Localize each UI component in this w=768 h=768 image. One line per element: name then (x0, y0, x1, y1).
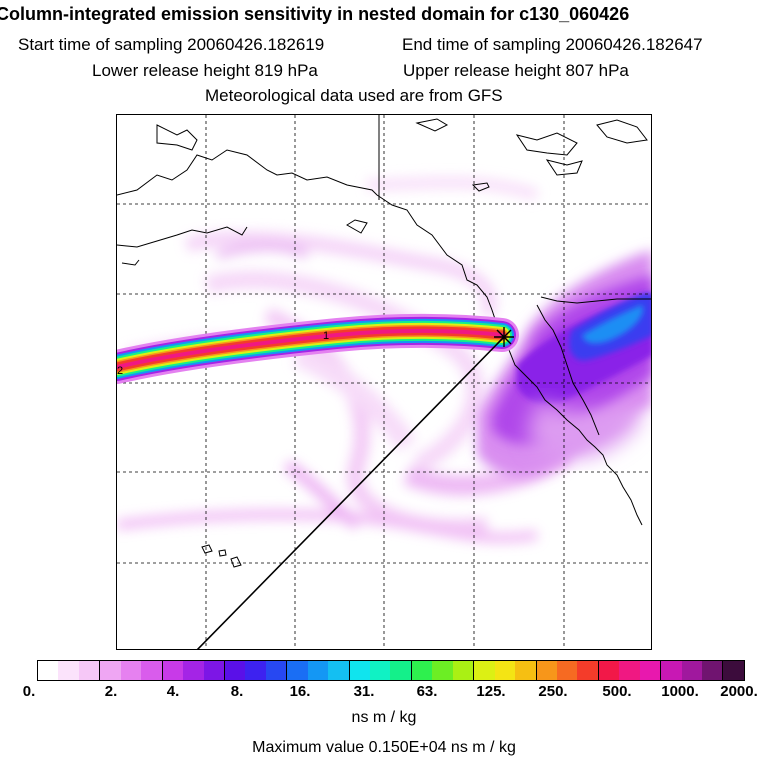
colorbar-tick-label: 63. (416, 683, 438, 700)
sensitivity-field-coastal (477, 250, 651, 478)
colorbar-units: ns m / kg (351, 709, 417, 726)
graticule (117, 115, 651, 649)
colorbar-segment (515, 661, 536, 680)
colorbar-tick-label: 0. (22, 683, 36, 700)
colorbar-segment (597, 661, 620, 680)
start-time-label: Start time of sampling 20060426.182619 (18, 35, 325, 54)
colorbar-segment (328, 661, 349, 680)
colorbar-segment (161, 661, 184, 680)
colorbar-segment (432, 661, 453, 680)
colorbar-segment (494, 661, 516, 680)
colorbar-segment (203, 661, 224, 680)
colorbar-tick-label: 2. (104, 683, 118, 700)
colorbar-segment (348, 661, 370, 680)
colorbar-segment (577, 661, 598, 680)
colorbar-tick-label: 8. (230, 683, 244, 700)
map-panel: 1 2 (116, 114, 652, 650)
colorbar-segment (38, 661, 59, 680)
maximum-value-label: Maximum value 0.150E+04 ns m / kg (252, 739, 516, 756)
colorbar-tick-label: 250. (538, 683, 568, 700)
colorbar-segment (286, 661, 308, 680)
colorbar-segment (390, 661, 411, 680)
colorbar-segment (410, 661, 433, 680)
colorbar-segment (99, 661, 121, 680)
colorbar-segment (535, 661, 557, 680)
colorbar-tick-label: 1000. (661, 683, 699, 700)
colorbar-segment (78, 661, 100, 680)
colorbar-segment (245, 661, 266, 680)
colorbar-segment (370, 661, 391, 680)
back-trajectory-plume (117, 313, 519, 384)
colorbar-tick-label: 125. (476, 683, 506, 700)
colorbar-segment (223, 661, 246, 680)
colorbar-segment (120, 661, 142, 680)
colorbar-segment (265, 661, 287, 680)
colorbar-segment (681, 661, 702, 680)
colorbar-segment (702, 661, 723, 680)
colorbar-segment (307, 661, 329, 680)
colorbar-tick-label: 16. (289, 683, 311, 700)
colorbar-tick-label: 2000. (720, 683, 758, 700)
map-canvas: 1 2 (117, 115, 651, 649)
colorbar-tick-label: 500. (602, 683, 632, 700)
plume-label-2: 2 (117, 365, 123, 377)
colorbar-segment (556, 661, 578, 680)
end-time-label: End time of sampling 20060426.182647 (402, 35, 703, 54)
upper-release-height-label: Upper release height 807 hPa (403, 61, 629, 80)
colorbar-segment (660, 661, 682, 680)
colorbar-segment (141, 661, 162, 680)
plot-title: Column-integrated emission sensitivity i… (0, 4, 630, 24)
colorbar-segment (619, 661, 640, 680)
colorbar (37, 660, 745, 681)
release-point-star (494, 327, 514, 347)
lower-release-height-label: Lower release height 819 hPa (92, 61, 318, 80)
met-data-label: Meteorological data used are from GFS (205, 86, 503, 105)
colorbar-segment (452, 661, 474, 680)
colorbar-segment (183, 661, 204, 680)
plume-label-1: 1 (323, 330, 329, 342)
colorbar-segment (473, 661, 495, 680)
colorbar-tick-label: 31. (353, 683, 375, 700)
flight-track-line (196, 336, 505, 649)
colorbar-segment (722, 661, 744, 680)
colorbar-segment (639, 661, 661, 680)
coastlines (117, 115, 651, 568)
colorbar-tick-label: 4. (166, 683, 180, 700)
colorbar-segment (58, 661, 79, 680)
